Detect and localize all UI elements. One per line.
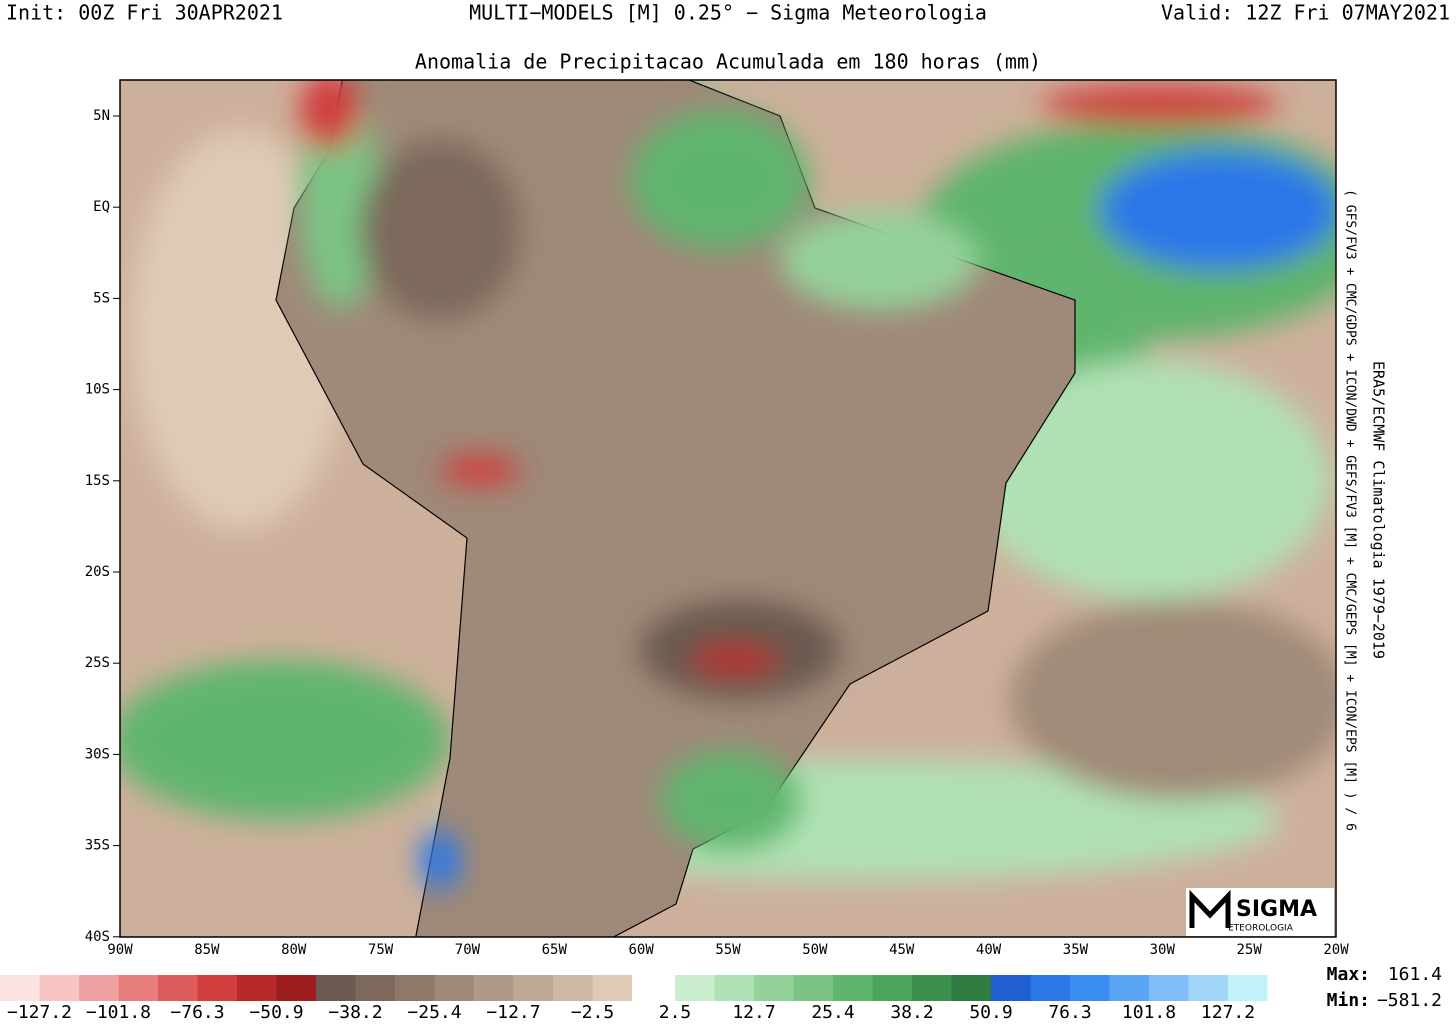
lon-label: 65W bbox=[542, 942, 568, 958]
colorbar-label: 38.2 bbox=[890, 1002, 933, 1022]
colorbar-swatch bbox=[1188, 975, 1228, 1001]
ensemble-label: ( GFS/FV3 + CMC/GDPS + ICON/DWD + GEFS/F… bbox=[1343, 189, 1358, 831]
colorbar-swatch bbox=[118, 975, 158, 1001]
colorbar-swatch bbox=[158, 975, 198, 1001]
colorbar-swatch bbox=[553, 975, 593, 1001]
colorbar-swatch bbox=[912, 975, 952, 1001]
colorbar-label: 12.7 bbox=[732, 1002, 775, 1022]
max-value: 161.4 bbox=[1388, 964, 1442, 985]
colorbar-swatch bbox=[675, 975, 715, 1001]
map-title: Anomalia de Precipitacao Acumulada em 18… bbox=[415, 50, 1041, 74]
colorbar-label: 25.4 bbox=[811, 1002, 854, 1022]
colorbar-label: −25.4 bbox=[407, 1002, 461, 1022]
lon-label: 70W bbox=[455, 942, 481, 958]
logo: SIGMA ETEOROLOGIA bbox=[1186, 888, 1334, 936]
lon-label: 50W bbox=[802, 942, 828, 958]
colorbar-label: −12.7 bbox=[486, 1002, 540, 1022]
map-field bbox=[120, 80, 1336, 937]
colorbar-swatch bbox=[276, 975, 316, 1001]
model-label: MULTI−MODELS [M] 0.25° − Sigma Meteorolo… bbox=[469, 1, 987, 25]
colorbar-swatch bbox=[1109, 975, 1149, 1001]
colorbar-label: −50.9 bbox=[249, 1002, 303, 1022]
colorbar-swatch bbox=[0, 975, 40, 1001]
valid-time: Valid: 12Z Fri 07MAY2021 bbox=[1161, 1, 1450, 25]
colorbar-swatch bbox=[355, 975, 395, 1001]
lon-label: 90W bbox=[107, 942, 133, 958]
min-label: Min: bbox=[1327, 990, 1370, 1011]
lat-label: 30S bbox=[85, 746, 110, 762]
lon-label: 40W bbox=[976, 942, 1002, 958]
colorbar-label: 50.9 bbox=[969, 1002, 1012, 1022]
colorbar-swatch bbox=[754, 975, 794, 1001]
colorbar-swatch bbox=[991, 975, 1031, 1001]
colorbar-swatch bbox=[1030, 975, 1070, 1001]
colorbar-swatch bbox=[316, 975, 356, 1001]
colorbar-swatch bbox=[1070, 975, 1110, 1001]
colorbar-swatch bbox=[39, 975, 79, 1001]
lon-label: 25W bbox=[1236, 942, 1262, 958]
colorbar-label: 76.3 bbox=[1048, 1002, 1091, 1022]
colorbar-swatch bbox=[833, 975, 873, 1001]
lon-label: 35W bbox=[1063, 942, 1089, 958]
colorbar-swatch bbox=[951, 975, 991, 1001]
colorbar-swatch bbox=[592, 975, 632, 1001]
colorbar-label: −76.3 bbox=[170, 1002, 224, 1022]
logo-sub: ETEOROLOGIA bbox=[1228, 924, 1294, 934]
lon-label: 55W bbox=[715, 942, 741, 958]
lon-label: 30W bbox=[1150, 942, 1176, 958]
colorbar-label: −38.2 bbox=[328, 1002, 382, 1022]
map-frame bbox=[119, 79, 1337, 938]
lon-label: 75W bbox=[368, 942, 394, 958]
colorbar-label: 101.8 bbox=[1122, 1002, 1176, 1022]
colorbar-label: −2.5 bbox=[571, 1002, 614, 1022]
lon-label: 20W bbox=[1323, 942, 1349, 958]
lon-label: 80W bbox=[281, 942, 307, 958]
lat-label: 15S bbox=[85, 473, 110, 489]
climatology-label: ERA5/ECMWF Climatologia 1979−2019 bbox=[1370, 361, 1388, 659]
colorbar-swatch bbox=[237, 975, 277, 1001]
colorbar-swatch bbox=[1149, 975, 1189, 1001]
colorbar-swatch bbox=[793, 975, 833, 1001]
min-value: −581.2 bbox=[1377, 990, 1442, 1011]
colorbar-swatch bbox=[714, 975, 754, 1001]
lat-label: 25S bbox=[85, 655, 110, 671]
lat-label: 35S bbox=[85, 838, 110, 854]
colorbar-swatch bbox=[872, 975, 912, 1001]
colorbar-swatch bbox=[513, 975, 553, 1001]
lon-label: 60W bbox=[628, 942, 654, 958]
lat-label: 20S bbox=[85, 564, 110, 580]
max-label: Max: bbox=[1327, 964, 1370, 985]
lon-label: 45W bbox=[889, 942, 915, 958]
lat-label: 40S bbox=[85, 929, 110, 945]
colorbar-label: 127.2 bbox=[1201, 1002, 1255, 1022]
colorbar-swatch bbox=[474, 975, 514, 1001]
init-time: Init: 00Z Fri 30APR2021 bbox=[6, 1, 283, 25]
colorbar-swatch bbox=[395, 975, 435, 1001]
lat-label: 5S bbox=[93, 290, 110, 306]
lon-label: 85W bbox=[194, 942, 220, 958]
land-patches bbox=[300, 80, 980, 890]
logo-name: SIGMA bbox=[1236, 897, 1317, 922]
lat-label: 10S bbox=[85, 382, 110, 398]
lat-label: 5N bbox=[93, 108, 110, 124]
colorbar-swatch bbox=[434, 975, 474, 1001]
colorbar-swatch bbox=[79, 975, 119, 1001]
colorbar-swatch bbox=[1228, 975, 1268, 1001]
colorbar-swatch bbox=[197, 975, 237, 1001]
colorbar-label: −101.8 bbox=[86, 1002, 151, 1022]
lat-label: EQ bbox=[93, 199, 110, 215]
colorbar-label: −127.2 bbox=[7, 1002, 72, 1022]
colorbar-label: 2.5 bbox=[659, 1002, 692, 1022]
